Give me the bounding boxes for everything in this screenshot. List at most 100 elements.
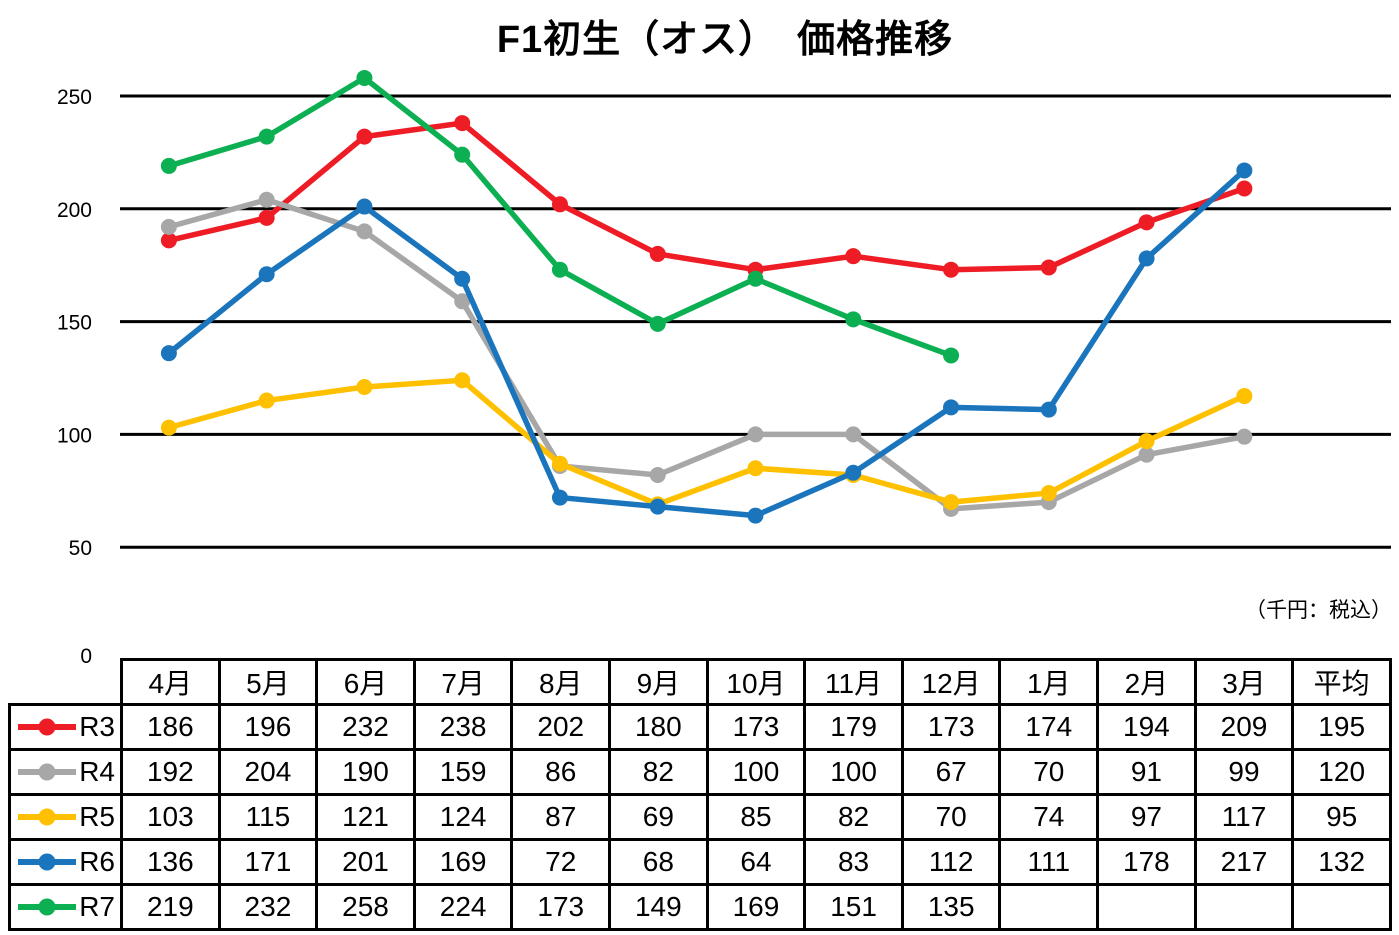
value-cell: 95 bbox=[1291, 793, 1392, 841]
series-marker-R5 bbox=[1138, 433, 1155, 450]
y-tick-label: 250 bbox=[57, 86, 92, 109]
value-cell: 132 bbox=[1291, 838, 1392, 886]
value-cell: 195 bbox=[1291, 703, 1392, 751]
value-cell: 179 bbox=[803, 703, 904, 751]
value-cell: 186 bbox=[120, 703, 221, 751]
legend-cell-R5: R5 bbox=[8, 793, 123, 841]
series-row-R3: R3 186 196 232 238 202 180 173 179 173 174 194 209 19… bbox=[8, 703, 1392, 751]
value-cell: 258 bbox=[315, 883, 416, 931]
value-cell: 120 bbox=[1291, 748, 1392, 796]
series-marker-R3 bbox=[160, 232, 177, 249]
value-cell: 174 bbox=[998, 703, 1100, 751]
value-cell: 202 bbox=[510, 703, 612, 751]
series-marker-R5 bbox=[258, 392, 275, 409]
table-head: 4月 5月 6月 7月 8月 9月 10月 11月 12月 1月 2月 3月 平均 bbox=[10, 658, 1392, 706]
series-marker-R6 bbox=[1138, 250, 1155, 267]
series-row-R7: R7 219 232 258 224 173 149 169 151 135 bbox=[8, 883, 1392, 931]
legend-label: R4 bbox=[79, 756, 115, 787]
value-cell: 190 bbox=[315, 748, 416, 796]
series-marker-R5 bbox=[1236, 388, 1253, 405]
series-marker-R7 bbox=[649, 315, 666, 332]
value-cell: 100 bbox=[705, 748, 807, 796]
value-cell: 232 bbox=[315, 703, 416, 751]
series-marker-R3 bbox=[747, 261, 764, 278]
value-cell: 173 bbox=[900, 703, 1002, 751]
value-cell: 99 bbox=[1193, 748, 1295, 796]
value-cell bbox=[1291, 883, 1392, 931]
value-cell: 72 bbox=[510, 838, 612, 886]
value-cell: 173 bbox=[705, 703, 807, 751]
month-header-cell: 5月 bbox=[217, 658, 319, 706]
table-body: R3 186 196 232 238 202 180 173 179 173 174 194 209 19… bbox=[8, 703, 1392, 931]
series-marker-R7 bbox=[356, 69, 373, 86]
series-marker-R7 bbox=[454, 146, 471, 163]
legend-marker-icon bbox=[38, 808, 56, 826]
series-marker-R4 bbox=[1138, 446, 1155, 463]
series-marker-R5 bbox=[454, 372, 471, 389]
legend-cell-R7: R7 bbox=[8, 883, 123, 931]
series-line-R6 bbox=[166, 167, 1248, 519]
series-marker-R5 bbox=[356, 379, 373, 396]
series-marker-R5 bbox=[747, 460, 764, 477]
series-marker-R4 bbox=[747, 426, 764, 443]
legend-key: R7 bbox=[11, 886, 120, 928]
value-cell: 70 bbox=[900, 793, 1002, 841]
legend-label: R6 bbox=[79, 846, 115, 877]
value-cell: 194 bbox=[1096, 703, 1197, 751]
month-header-cell: 6月 bbox=[315, 658, 416, 706]
legend-marker-icon bbox=[38, 853, 56, 871]
series-marker-R4 bbox=[551, 457, 568, 474]
series-line-R3 bbox=[166, 120, 1248, 273]
legend-marker-icon bbox=[38, 718, 56, 736]
series-marker-R3 bbox=[943, 261, 960, 278]
series-marker-R3 bbox=[649, 245, 666, 262]
series-marker-R4 bbox=[943, 500, 960, 517]
value-cell: 169 bbox=[412, 838, 514, 886]
series-marker-R4 bbox=[845, 426, 862, 443]
series-marker-R5 bbox=[1040, 485, 1057, 502]
legend-label: R7 bbox=[79, 891, 115, 922]
series-marker-R3 bbox=[258, 209, 275, 226]
series-marker-R4 bbox=[649, 467, 666, 484]
series-marker-R4 bbox=[1040, 494, 1057, 511]
series-marker-R5 bbox=[845, 467, 862, 484]
value-cell: 117 bbox=[1193, 793, 1295, 841]
value-cell: 82 bbox=[608, 748, 709, 796]
value-cell: 112 bbox=[900, 838, 1002, 886]
value-cell: 83 bbox=[803, 838, 904, 886]
value-cell: 171 bbox=[217, 838, 319, 886]
value-cell: 135 bbox=[900, 883, 1002, 931]
value-cell: 64 bbox=[705, 838, 807, 886]
series-row-R5: R5 103 115 121 124 87 69 85 82 70 74 97 117 95 bbox=[8, 793, 1392, 841]
month-header-cell: 9月 bbox=[608, 658, 709, 706]
series-marker-R7 bbox=[160, 157, 177, 174]
value-cell: 85 bbox=[705, 793, 807, 841]
series-marker-R5 bbox=[649, 496, 666, 513]
value-cell: 87 bbox=[510, 793, 612, 841]
series-marker-R3 bbox=[1138, 214, 1155, 231]
value-cell: 91 bbox=[1096, 748, 1197, 796]
legend-key: R4 bbox=[11, 751, 120, 793]
month-header-row: 4月 5月 6月 7月 8月 9月 10月 11月 12月 1月 2月 3月 平均 bbox=[10, 658, 1392, 706]
value-cell bbox=[1193, 883, 1295, 931]
series-marker-R3 bbox=[551, 196, 568, 213]
series-row-R4: R4 192 204 190 159 86 82 100 100 67 70 91 99 120 bbox=[8, 748, 1392, 796]
value-cell: 115 bbox=[217, 793, 319, 841]
value-cell: 204 bbox=[217, 748, 319, 796]
value-cell: 217 bbox=[1193, 838, 1295, 886]
legend-cell-R4: R4 bbox=[8, 748, 123, 796]
series-line-R4 bbox=[166, 197, 1248, 512]
month-header-cell: 10月 bbox=[705, 658, 807, 706]
series-marker-R6 bbox=[747, 507, 764, 524]
value-cell: 173 bbox=[510, 883, 612, 931]
legend-cell-R3: R3 bbox=[8, 703, 123, 751]
legend-key: R5 bbox=[11, 796, 120, 838]
series-marker-R6 bbox=[1040, 401, 1057, 418]
series-marker-R7 bbox=[258, 128, 275, 145]
legend-marker-icon bbox=[38, 898, 56, 916]
value-cell: 159 bbox=[412, 748, 514, 796]
value-cell: 103 bbox=[120, 793, 221, 841]
series-marker-R7 bbox=[943, 347, 960, 364]
y-tick-label: 150 bbox=[57, 312, 92, 335]
series-marker-R6 bbox=[943, 399, 960, 416]
